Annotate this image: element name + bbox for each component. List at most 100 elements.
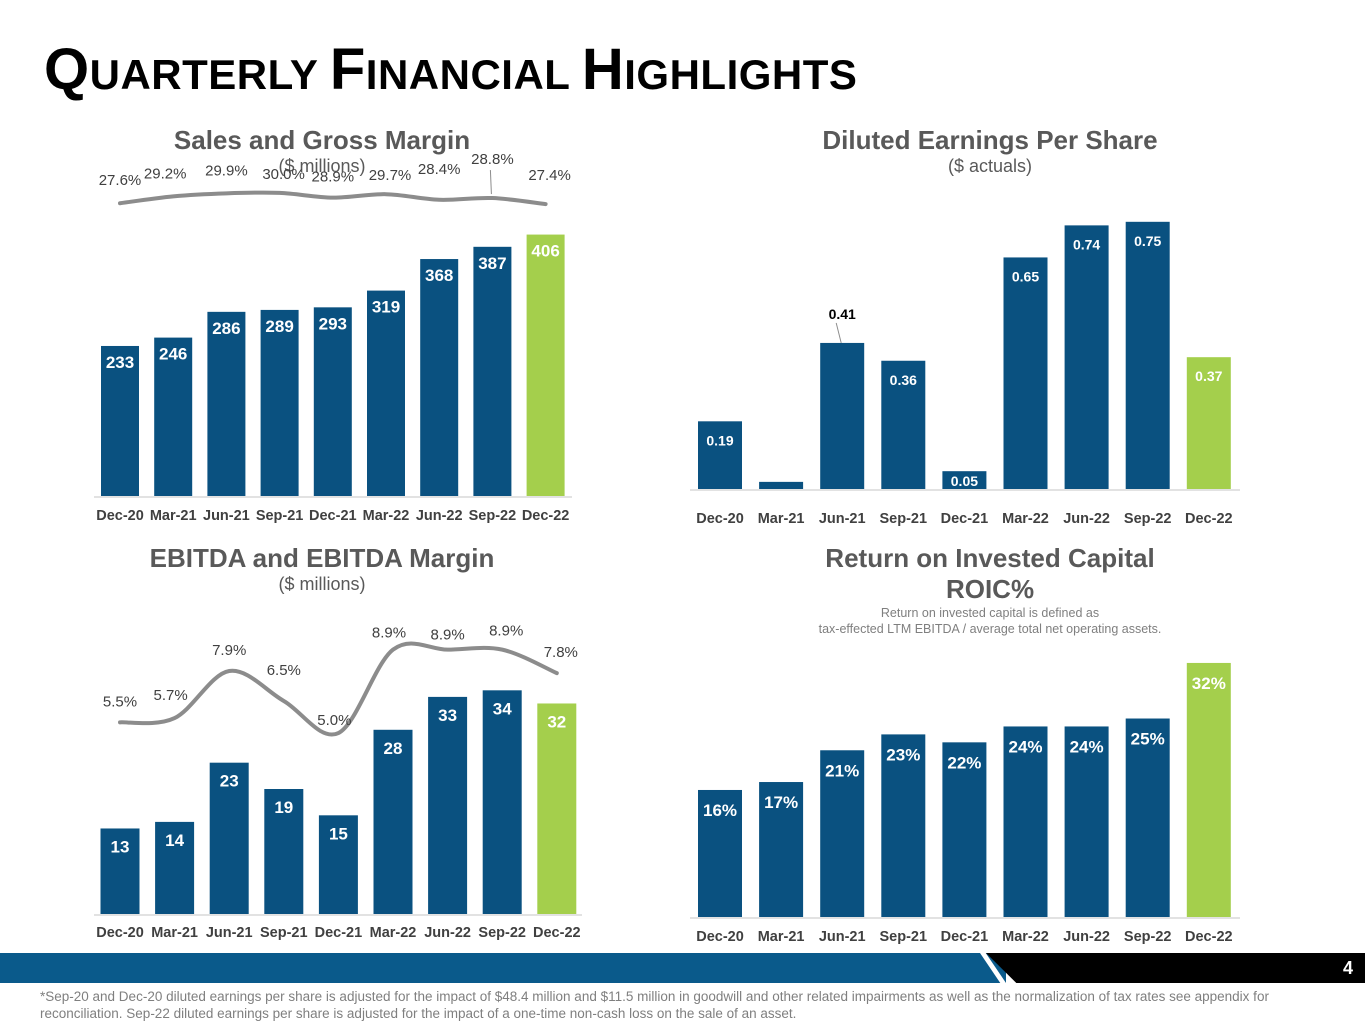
sales-chart-title: Sales and Gross Margin bbox=[173, 125, 471, 155]
sales-bar-Mar-22 bbox=[367, 290, 405, 496]
eps-leader-line bbox=[835, 322, 842, 344]
eps-bar-Jun-22 bbox=[1064, 225, 1109, 489]
eps-value-label-Jun-22: 0.74 bbox=[1073, 236, 1100, 252]
sales-category-label-Dec-20: Dec-20 bbox=[96, 508, 144, 524]
ebitda-margin-label-Sep-22: 8.9% bbox=[489, 623, 523, 640]
roic-category-label-Mar-21: Mar-21 bbox=[758, 929, 805, 945]
ebitda-margin-label-Dec-20: 5.5% bbox=[103, 693, 137, 710]
title-word-3: HIGHLIGHTS bbox=[581, 37, 858, 102]
sales-bar-Mar-21 bbox=[154, 337, 193, 496]
roic-bar-Mar-21 bbox=[759, 782, 804, 917]
roic-category-label-Dec-22: Dec-22 bbox=[1185, 929, 1233, 945]
ebitda-bar-Dec-20 bbox=[100, 828, 140, 914]
sales-bar-Sep-21 bbox=[260, 309, 299, 496]
sales-margin-label-Jun-22: 28.4% bbox=[418, 161, 461, 178]
sales-margin-label-Mar-22: 29.7% bbox=[369, 167, 412, 184]
roic-value-label-Mar-22: 24% bbox=[1008, 737, 1042, 756]
roic-value-label-Jun-22: 24% bbox=[1070, 737, 1104, 756]
sales-category-label-Sep-21: Sep-21 bbox=[256, 508, 304, 524]
ebitda-value-label-Jun-21: 23 bbox=[220, 772, 239, 791]
ebitda-margin-label-Dec-22: 7.8% bbox=[544, 644, 578, 661]
ebitda-category-label-Mar-22: Mar-22 bbox=[370, 925, 417, 941]
ebitda-value-label-Dec-21: 15 bbox=[329, 824, 348, 843]
roic-value-label-Mar-21: 17% bbox=[764, 793, 798, 812]
eps-category-label-Dec-21: Dec-21 bbox=[941, 511, 989, 527]
roic-chart-note: Return on invested capital is defined as bbox=[880, 606, 1100, 620]
ebitda-category-label-Dec-20: Dec-20 bbox=[96, 925, 144, 941]
eps-value-label-Dec-20: 0.19 bbox=[706, 432, 733, 448]
roic-category-label-Dec-20: Dec-20 bbox=[696, 929, 744, 945]
ebitda-category-label-Dec-22: Dec-22 bbox=[533, 925, 581, 941]
sales-value-label-Dec-22: 406 bbox=[531, 242, 559, 261]
sales-category-label-Mar-22: Mar-22 bbox=[363, 508, 410, 524]
eps-category-label-Dec-20: Dec-20 bbox=[696, 511, 744, 527]
sales-category-label-Dec-21: Dec-21 bbox=[309, 508, 357, 524]
sales-category-label-Jun-22: Jun-22 bbox=[416, 508, 463, 524]
eps-category-label-Mar-22: Mar-22 bbox=[1002, 511, 1049, 527]
ebitda-margin-label-Sep-21: 6.5% bbox=[267, 662, 301, 679]
sales-bar-Dec-20 bbox=[101, 345, 139, 496]
ebitda-margin-label-Mar-22: 8.9% bbox=[372, 625, 406, 642]
roic-category-label-Jun-21: Jun-21 bbox=[819, 929, 866, 945]
sales-margin-label-Dec-21: 28.9% bbox=[312, 169, 355, 186]
eps-bar-Dec-20 bbox=[698, 421, 742, 489]
ebitda-margin-label-Jun-21: 7.9% bbox=[212, 642, 246, 659]
roic-value-label-Dec-22: 32% bbox=[1192, 674, 1226, 693]
ebitda-margin-label-Jun-22: 8.9% bbox=[430, 627, 464, 644]
eps-value-label-Sep-22: 0.75 bbox=[1134, 233, 1161, 249]
ebitda-bar-Jun-21 bbox=[209, 762, 249, 914]
ebitda-bar-Sep-21 bbox=[264, 789, 304, 914]
roic-category-label-Sep-21: Sep-21 bbox=[880, 929, 928, 945]
sales-value-label-Sep-22: 387 bbox=[478, 254, 506, 273]
roic-bar-Dec-21 bbox=[942, 742, 987, 917]
ebitda-chart-subtitle: ($ millions) bbox=[278, 574, 366, 594]
sales-leader-line bbox=[489, 170, 492, 195]
ebitda-value-label-Sep-22: 34 bbox=[493, 699, 512, 718]
sales-bar-Jun-22 bbox=[420, 259, 459, 496]
title-word-2: FINANCIAL bbox=[329, 37, 570, 102]
ebitda-bar-Sep-22 bbox=[482, 690, 522, 914]
roic-category-label-Sep-22: Sep-22 bbox=[1124, 929, 1172, 945]
eps-value-label-Sep-21: 0.36 bbox=[890, 372, 917, 388]
roic-category-label-Dec-21: Dec-21 bbox=[941, 929, 989, 945]
sales-value-label-Mar-22: 319 bbox=[372, 298, 400, 317]
ebitda-margin-label-Dec-21: 5.0% bbox=[317, 712, 351, 729]
eps-bar-Sep-21 bbox=[881, 360, 926, 489]
ebitda-category-label-Sep-21: Sep-21 bbox=[260, 925, 308, 941]
roic-value-label-Sep-21: 23% bbox=[886, 745, 920, 764]
sales-bar-Jun-21 bbox=[207, 311, 246, 496]
sales-margin-label-Mar-21: 29.2% bbox=[144, 165, 187, 182]
eps-value-label-Dec-21: 0.05 bbox=[951, 473, 978, 489]
roic-bar-Mar-22 bbox=[1003, 726, 1048, 917]
sales-margin-label-Jun-21: 29.9% bbox=[205, 162, 248, 179]
footer-band bbox=[0, 953, 1006, 983]
eps-category-label-Mar-21: Mar-21 bbox=[758, 511, 805, 527]
roic-chart-title: Return on Invested Capital bbox=[825, 543, 1155, 573]
ebitda-category-label-Dec-21: Dec-21 bbox=[315, 925, 363, 941]
roic-bar-Sep-21 bbox=[881, 734, 926, 917]
ebitda-margin-label-Mar-21: 5.7% bbox=[153, 687, 187, 704]
roic-value-label-Jun-21: 21% bbox=[825, 761, 859, 780]
ebitda-bar-Dec-21 bbox=[318, 815, 358, 914]
eps-chart-title: Diluted Earnings Per Share bbox=[822, 125, 1158, 155]
footer-band-dark bbox=[986, 953, 1365, 983]
roic-category-label-Jun-22: Jun-22 bbox=[1063, 929, 1110, 945]
ebitda-bar-Jun-22 bbox=[428, 696, 468, 914]
sales-margin-label-Sep-22: 28.8% bbox=[471, 151, 514, 168]
sales-value-label-Mar-21: 246 bbox=[159, 345, 187, 364]
sales-category-label-Mar-21: Mar-21 bbox=[150, 508, 197, 524]
sales-value-label-Jun-21: 286 bbox=[212, 319, 240, 338]
eps-bar-Sep-22 bbox=[1125, 221, 1170, 489]
roic-chart-title-line2: ROIC% bbox=[945, 574, 1035, 604]
sales-margin-label-Dec-22: 27.4% bbox=[528, 167, 571, 184]
eps-value-label-Dec-22: 0.37 bbox=[1195, 368, 1222, 384]
eps-category-label-Sep-22: Sep-22 bbox=[1124, 511, 1172, 527]
page-number: 4 bbox=[1342, 958, 1353, 978]
sales-margin-label-Dec-20: 27.6% bbox=[99, 172, 142, 189]
sales-chart-subtitle: ($ millions) bbox=[278, 156, 366, 176]
footnote: *Sep-20 and Dec-20 diluted earnings per … bbox=[40, 989, 1269, 1021]
roic-bar-Jun-21 bbox=[820, 750, 865, 917]
sales-bar-Sep-22 bbox=[473, 246, 512, 496]
